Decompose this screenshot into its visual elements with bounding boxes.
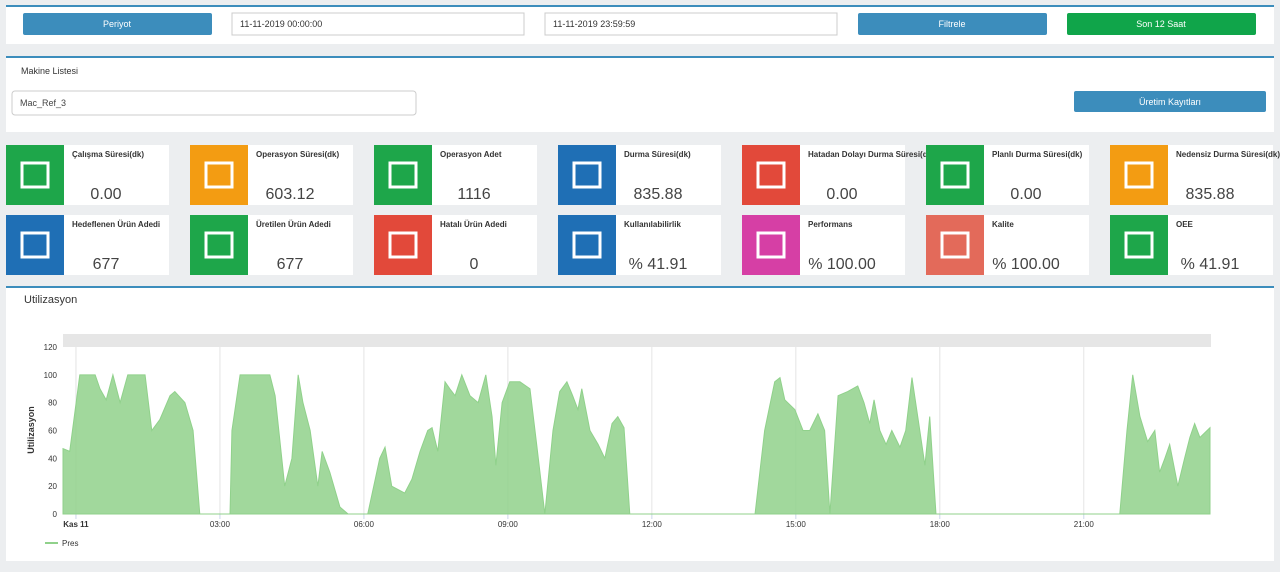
y-tick-label: 40 [48,454,57,463]
tile-value: 603.12 [266,186,315,203]
tile-label: OEE [1176,220,1194,229]
tile-label: Kalite [992,220,1014,229]
navigator[interactable] [63,334,1211,347]
y-axis-label: Utilizasyon [26,406,36,454]
tile-icon-box [1110,215,1168,275]
tile-icon [756,161,786,189]
tile-label: Hatalı Ürün Adedi [440,220,507,229]
tile-value: 677 [93,256,120,273]
last12-button[interactable] [1067,13,1256,35]
chart-title: Utilizasyon [24,294,77,306]
x-tick-label: 15:00 [786,520,807,529]
tile-icon-box [374,215,432,275]
tile-icon-box [742,215,800,275]
tile-value: 0 [470,256,479,273]
tile-label: Performans [808,220,853,229]
tile-icon [204,161,234,189]
tile-icon-box [742,145,800,205]
y-tick-label: 20 [48,482,57,491]
filter-button[interactable] [858,13,1047,35]
period-label: Periyot [103,19,132,29]
tile-icon [572,231,602,259]
tile-value: 0.00 [826,186,857,203]
tile-label: Kullanılabilirlik [624,220,681,229]
panel-border [6,56,1274,58]
x-tick-label: 12:00 [642,520,663,529]
tile-icon [940,161,970,189]
tile-icon-box [190,215,248,275]
tile-icon-box [558,215,616,275]
tile-icon [572,161,602,189]
tile-icon [20,161,50,189]
y-tick-label: 0 [53,510,58,519]
y-tick-label: 100 [44,371,58,380]
machine-title: Makine Listesi [21,66,78,76]
x-tick-label: Kas 11 [63,520,89,529]
tile-value: % 41.91 [629,256,688,273]
tile-value: 677 [277,256,304,273]
tile-value: 835.88 [1186,186,1235,203]
x-tick-label: 09:00 [498,520,519,529]
tile-label: Hatadan Dolayı Durma Süresi(dk) [808,150,935,159]
start-date: 11-11-2019 00:00:00 [240,19,322,29]
tile-value: % 41.91 [1181,256,1240,273]
y-tick-label: 60 [48,427,57,436]
tile-icon-box [926,215,984,275]
legend-label: Pres [62,539,78,548]
x-tick-label: 06:00 [354,520,375,529]
y-tick-label: 120 [44,343,58,352]
panel-border [6,286,1274,288]
tile-label: Çalışma Süresi(dk) [72,150,144,159]
tile-icon [1124,161,1154,189]
records-label: Üretim Kayıtları [1139,97,1201,107]
tile-icon [20,231,50,259]
tile-icon-box [926,145,984,205]
tile-label: Operasyon Adet [440,150,502,159]
records-button[interactable] [1074,91,1266,112]
end-date: 11-11-2019 23:59:59 [553,19,635,29]
tile-icon [204,231,234,259]
machine-selected: Mac_Ref_3 [20,98,66,108]
tile-icon [388,161,418,189]
tile-icon-box [6,215,64,275]
tile-label: Hedeflenen Ürün Adedi [72,220,160,229]
tile-label: Operasyon Süresi(dk) [256,150,339,159]
tile-label: Nedensiz Durma Süresi(dk) [1176,150,1280,159]
tile-icon-box [374,145,432,205]
panel-border [6,5,1274,7]
tile-value: 0.00 [1010,186,1041,203]
last12-label: Son 12 Saat [1136,19,1186,29]
tile-icon [940,231,970,259]
tile-label: Üretilen Ürün Adedi [256,220,331,229]
tile-value: % 100.00 [808,256,876,273]
filter-label: Filtrele [938,19,965,29]
tile-label: Durma Süresi(dk) [624,150,691,159]
y-tick-label: 80 [48,399,57,408]
start-input[interactable] [231,12,525,36]
tile-label: Planlı Durma Süresi(dk) [992,150,1083,159]
machine-select[interactable] [11,90,417,116]
tile-icon-box [1110,145,1168,205]
tile-icon-box [558,145,616,205]
x-tick-label: 21:00 [1074,520,1095,529]
x-tick-label: 03:00 [210,520,231,529]
tile-icon-box [190,145,248,205]
period-button[interactable] [23,13,212,35]
tile-icon [1124,231,1154,259]
tile-icon [388,231,418,259]
x-tick-label: 18:00 [930,520,951,529]
area [62,372,1211,515]
tile-value: 1116 [457,186,490,203]
tile-value: 835.88 [634,186,683,203]
tile-value: 0.00 [90,186,121,203]
tile-icon-box [6,145,64,205]
chart-panel [6,286,1274,561]
tile-icon [756,231,786,259]
tile-value: % 100.00 [992,256,1060,273]
end-input[interactable] [544,12,838,36]
